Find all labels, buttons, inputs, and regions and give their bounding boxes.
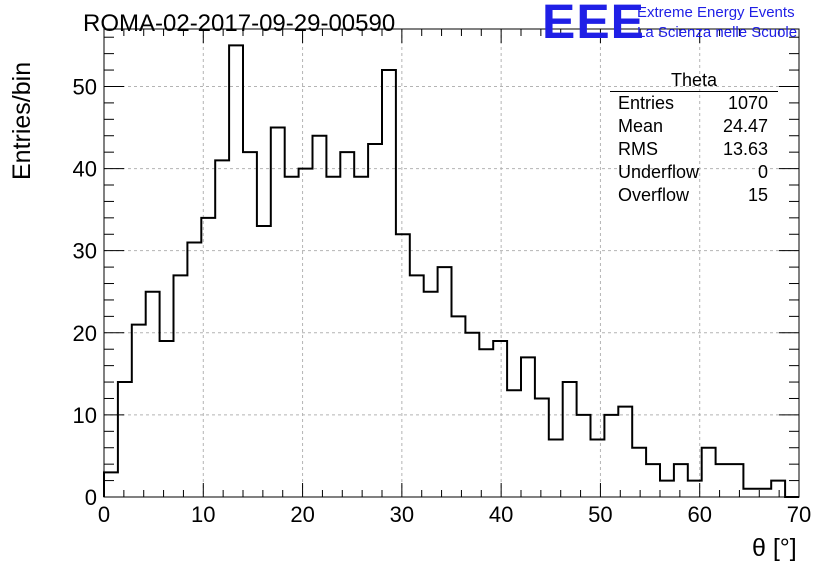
histogram-bin [132, 325, 146, 497]
x-tick-label: 50 [588, 502, 612, 527]
histogram-bin [382, 70, 396, 497]
y-axis-label: Entries/bin [8, 61, 36, 180]
y-tick-label: 20 [73, 321, 97, 346]
x-tick-label: 30 [390, 502, 414, 527]
stats-label: RMS [618, 139, 658, 159]
histogram-bin [354, 177, 368, 497]
histogram-bin [438, 267, 452, 497]
stats-value: 0 [757, 162, 768, 182]
histogram-bin [465, 333, 479, 497]
stats-label: Mean [618, 116, 664, 136]
y-tick-label: 0 [85, 485, 97, 510]
stats-value: 24.47 [722, 116, 768, 136]
grid-lines [104, 29, 799, 497]
histogram-bin [591, 440, 605, 497]
histogram-bin [674, 464, 688, 497]
histogram-bin [326, 177, 340, 497]
histogram-series [103, 44, 799, 498]
x-tick-label: 20 [290, 502, 314, 527]
stats-row-underflow: Underflow 0 [610, 161, 778, 184]
histogram-bin [660, 481, 674, 497]
histogram-bin [174, 275, 188, 497]
histogram-bin [299, 169, 313, 497]
histogram-bin [521, 357, 535, 497]
histogram-bin [618, 407, 632, 497]
histogram-bin [604, 415, 618, 497]
histogram-bin [632, 448, 646, 497]
histogram-bin [215, 160, 229, 497]
plot-frame [103, 28, 800, 498]
y-tick-label: 40 [73, 157, 97, 182]
stats-row-mean: Mean 24.47 [610, 115, 778, 138]
stats-value: 15 [747, 185, 768, 205]
histogram-bin [160, 341, 174, 497]
histogram-bin [410, 275, 424, 497]
y-tick-label: 10 [73, 403, 97, 428]
histogram-bin [368, 144, 382, 497]
histogram-bin [201, 218, 215, 497]
histogram-bin [243, 152, 257, 497]
histogram-bin [146, 292, 160, 497]
x-tick-label: 0 [98, 502, 110, 527]
histogram-bin [118, 382, 132, 497]
stats-box-title: Theta [610, 70, 778, 92]
histogram-bin [702, 448, 716, 497]
histogram-bin [187, 242, 201, 497]
stats-row-entries: Entries 1070 [610, 92, 778, 115]
stats-row-rms: RMS 13.63 [610, 138, 778, 161]
histogram-line [103, 44, 799, 498]
stats-value: 13.63 [722, 139, 768, 159]
x-axis: 0 10 20 30 40 50 60 70 [98, 29, 811, 527]
stats-label: Underflow [618, 162, 700, 182]
histogram-bin [549, 440, 563, 497]
histogram-bin [452, 316, 466, 497]
histogram-bin [730, 464, 744, 497]
run-title: ROMA-02-2017-09-29-00590 [83, 10, 396, 37]
histogram-bin [340, 152, 354, 497]
histogram-bin [396, 234, 410, 497]
y-axis: 0 10 20 30 40 50 [73, 36, 799, 510]
stats-box: Theta Entries 1070 Mean 24.47 RMS 13.63 … [610, 70, 778, 207]
histogram-bin [229, 45, 243, 497]
histogram-bin [257, 226, 271, 497]
eee-logo-mark: EEE [542, 0, 646, 49]
stats-label: Entries [618, 93, 675, 113]
stats-row-overflow: Overflow 15 [610, 184, 778, 207]
x-tick-label: 40 [489, 502, 513, 527]
histogram-bin [424, 292, 438, 497]
stats-value: 1070 [727, 93, 768, 113]
histogram-bin [507, 390, 521, 497]
histogram-bin [285, 177, 299, 497]
histogram-bin [743, 489, 757, 497]
histogram-bin [563, 382, 577, 497]
histogram-bin [493, 341, 507, 497]
histogram-bin [771, 481, 785, 497]
stats-label: Overflow [618, 185, 690, 205]
histogram-bin [577, 415, 591, 497]
histogram-bin [313, 136, 327, 497]
y-tick-label: 50 [73, 74, 97, 99]
histogram-bin [479, 349, 493, 497]
eee-logo-line2: La Scienza nelle Scuole [637, 24, 798, 41]
x-tick-label: 60 [687, 502, 711, 527]
x-tick-label: 10 [191, 502, 215, 527]
histogram-bin [104, 472, 118, 497]
y-tick-label: 30 [73, 239, 97, 264]
histogram-bin [535, 398, 549, 497]
histogram-bin [716, 464, 730, 497]
x-axis-label: θ [°] [752, 534, 797, 562]
eee-logo-line1: Extreme Energy Events [637, 4, 795, 21]
histogram-bin [646, 464, 660, 497]
x-tick-label: 70 [787, 502, 811, 527]
histogram-bin [271, 128, 285, 497]
